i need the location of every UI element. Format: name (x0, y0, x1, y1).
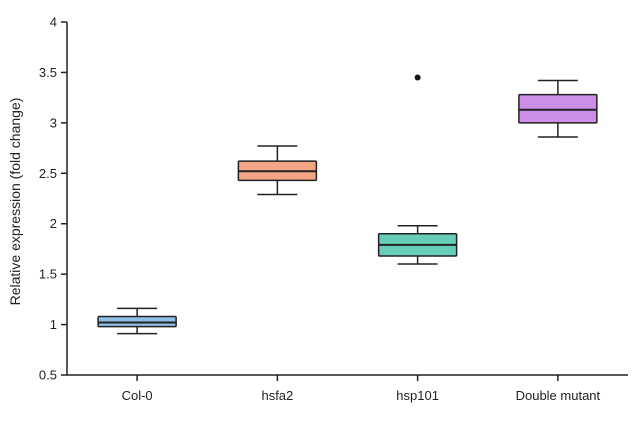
y-tick-label: 4 (50, 15, 57, 30)
x-tick-label: hsfa2 (261, 388, 293, 403)
x-axis-ticks: Col-0 hsfa2 hsp101 Double mutant (122, 375, 601, 403)
outlier-point (414, 74, 421, 81)
box-series (97, 74, 598, 335)
iqr-box (518, 93, 598, 124)
y-tick-label: 2.5 (39, 166, 57, 181)
x-tick-label: Col-0 (122, 388, 153, 403)
y-tick-label: 0.5 (39, 368, 57, 383)
box-hsfa2 (237, 145, 318, 196)
y-tick-label: 2 (50, 216, 57, 231)
box-hsp101 (377, 74, 458, 265)
y-tick-label: 3 (50, 115, 57, 130)
y-axis-title: Relative expression (fold change) (7, 98, 23, 306)
y-tick-label: 3.5 (39, 65, 57, 80)
box-double-mutant (518, 79, 598, 138)
box-col-0 (97, 307, 177, 335)
y-tick-label: 1.5 (39, 267, 57, 282)
x-tick-label: Double mutant (516, 388, 601, 403)
x-tick-label: hsp101 (396, 388, 439, 403)
y-axis-ticks: 0.5 1 1.5 2 2.5 3 3.5 4 (39, 15, 67, 383)
y-tick-label: 1 (50, 317, 57, 332)
iqr-box (97, 315, 177, 328)
